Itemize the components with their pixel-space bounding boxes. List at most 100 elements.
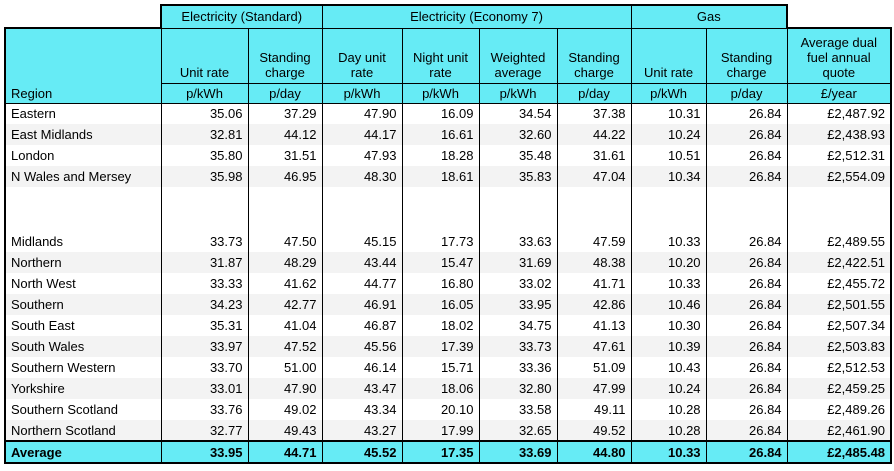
value-cell bbox=[247, 187, 323, 231]
value-cell: 32.60 bbox=[478, 124, 558, 145]
table-row: London 35.80 31.51 47.93 18.28 35.48 31.61 10.5… bbox=[4, 145, 893, 166]
region-cell bbox=[4, 187, 162, 231]
unit-cell: £/year bbox=[786, 82, 893, 104]
value-cell: 17.35 bbox=[401, 440, 480, 464]
value-cell bbox=[556, 187, 632, 231]
value-cell: £2,554.09 bbox=[786, 166, 893, 187]
value-cell bbox=[478, 187, 558, 231]
value-cell: 34.23 bbox=[160, 294, 249, 315]
value-cell: 17.73 bbox=[401, 231, 480, 252]
region-cell: Midlands bbox=[4, 231, 162, 252]
value-cell: 32.80 bbox=[478, 378, 558, 399]
value-cell: 47.61 bbox=[556, 336, 632, 357]
region-cell: Yorkshire bbox=[4, 378, 162, 399]
value-cell: 44.77 bbox=[321, 273, 403, 294]
unit-cell: p/day bbox=[556, 82, 632, 104]
value-cell: 46.87 bbox=[321, 315, 403, 336]
value-cell: 43.34 bbox=[321, 399, 403, 420]
value-cell: 31.87 bbox=[160, 252, 249, 273]
value-cell: 44.71 bbox=[247, 440, 323, 464]
value-cell: 44.22 bbox=[556, 124, 632, 145]
column-header-e7-weighted-average: Weighted average bbox=[478, 27, 558, 84]
table-row: Southern Scotland 33.76 49.02 43.34 20.10 33.… bbox=[4, 399, 893, 420]
value-cell: 26.84 bbox=[705, 294, 788, 315]
unit-cell: p/day bbox=[705, 82, 788, 104]
value-cell: 33.63 bbox=[478, 231, 558, 252]
value-cell: 35.06 bbox=[160, 103, 249, 124]
value-cell: 10.33 bbox=[630, 273, 707, 294]
value-cell: 31.51 bbox=[247, 145, 323, 166]
value-cell: 45.15 bbox=[321, 231, 403, 252]
value-cell: 16.05 bbox=[401, 294, 480, 315]
average-row: Average 33.95 44.71 45.52 17.35 33.69 44.80 10.… bbox=[4, 440, 893, 464]
group-header-row: Electricity (Standard) Electricity (Econ… bbox=[5, 4, 892, 29]
value-cell: 33.02 bbox=[478, 273, 558, 294]
region-cell: South East bbox=[4, 315, 162, 336]
table-row: Southern Western 33.70 51.00 46.14 15.71 33.3… bbox=[4, 357, 893, 378]
value-cell: 47.99 bbox=[556, 378, 632, 399]
value-cell: 26.84 bbox=[705, 420, 788, 441]
value-cell: 26.84 bbox=[705, 336, 788, 357]
value-cell: £2,485.48 bbox=[786, 440, 893, 464]
value-cell: 45.56 bbox=[321, 336, 403, 357]
table-row: N Wales and Mersey 35.98 46.95 48.30 18.61 35… bbox=[4, 166, 893, 187]
value-cell: 41.04 bbox=[247, 315, 323, 336]
region-cell: East Midlands bbox=[4, 124, 162, 145]
value-cell: 33.73 bbox=[160, 231, 249, 252]
value-cell: 48.29 bbox=[247, 252, 323, 273]
value-cell: £2,512.53 bbox=[786, 357, 893, 378]
value-cell: 37.29 bbox=[247, 103, 323, 124]
value-cell: 49.11 bbox=[556, 399, 632, 420]
value-cell: 33.95 bbox=[160, 440, 249, 464]
value-cell: £2,438.93 bbox=[786, 124, 893, 145]
value-cell: 47.52 bbox=[247, 336, 323, 357]
table-row: Yorkshire 33.01 47.90 43.47 18.06 32.80 47.99 1… bbox=[4, 378, 893, 399]
table-row: North West 33.33 41.62 44.77 16.80 33.02 41.71… bbox=[4, 273, 893, 294]
value-cell: 46.91 bbox=[321, 294, 403, 315]
corner-cell-right bbox=[787, 5, 892, 28]
value-cell: 32.77 bbox=[160, 420, 249, 441]
value-cell: 10.33 bbox=[630, 440, 707, 464]
value-cell: 10.34 bbox=[630, 166, 707, 187]
value-cell: 47.04 bbox=[556, 166, 632, 187]
value-cell: £2,489.26 bbox=[786, 399, 893, 420]
value-cell: 15.47 bbox=[401, 252, 480, 273]
value-cell: 33.01 bbox=[160, 378, 249, 399]
value-cell: 17.39 bbox=[401, 336, 480, 357]
value-cell: 31.61 bbox=[556, 145, 632, 166]
value-cell: 33.36 bbox=[478, 357, 558, 378]
value-cell: 26.84 bbox=[705, 378, 788, 399]
value-cell: 46.95 bbox=[247, 166, 323, 187]
unit-cell: p/kWh bbox=[630, 82, 707, 104]
column-header-row: Region Unit rate Standing charge Day uni… bbox=[4, 27, 893, 104]
value-cell: 33.73 bbox=[478, 336, 558, 357]
value-cell: 41.71 bbox=[556, 273, 632, 294]
value-cell: 44.80 bbox=[556, 440, 632, 464]
value-cell: 26.84 bbox=[705, 252, 788, 273]
region-cell: North West bbox=[4, 273, 162, 294]
value-cell: 32.65 bbox=[478, 420, 558, 441]
value-cell: 15.71 bbox=[401, 357, 480, 378]
corner-cell-left bbox=[5, 5, 161, 28]
table-row: Northern 31.87 48.29 43.44 15.47 31.69 48.38 10… bbox=[4, 252, 893, 273]
group-header-electricity-standard: Electricity (Standard) bbox=[160, 4, 323, 29]
value-cell: 35.80 bbox=[160, 145, 249, 166]
value-cell: 35.83 bbox=[478, 166, 558, 187]
value-cell: 48.30 bbox=[321, 166, 403, 187]
value-cell: 41.13 bbox=[556, 315, 632, 336]
value-cell: 33.69 bbox=[478, 440, 558, 464]
value-cell: 34.54 bbox=[478, 103, 558, 124]
value-cell: 10.43 bbox=[630, 357, 707, 378]
value-cell: 51.09 bbox=[556, 357, 632, 378]
value-cell: 18.06 bbox=[401, 378, 480, 399]
value-cell: 34.75 bbox=[478, 315, 558, 336]
region-cell: Northern Scotland bbox=[4, 420, 162, 441]
value-cell: 10.24 bbox=[630, 124, 707, 145]
region-cell: N Wales and Mersey bbox=[4, 166, 162, 187]
value-cell: 26.84 bbox=[705, 440, 788, 464]
value-cell: £2,422.51 bbox=[786, 252, 893, 273]
value-cell: £2,489.55 bbox=[786, 231, 893, 252]
value-cell: 32.81 bbox=[160, 124, 249, 145]
region-cell: Eastern bbox=[4, 103, 162, 124]
value-cell: 20.10 bbox=[401, 399, 480, 420]
